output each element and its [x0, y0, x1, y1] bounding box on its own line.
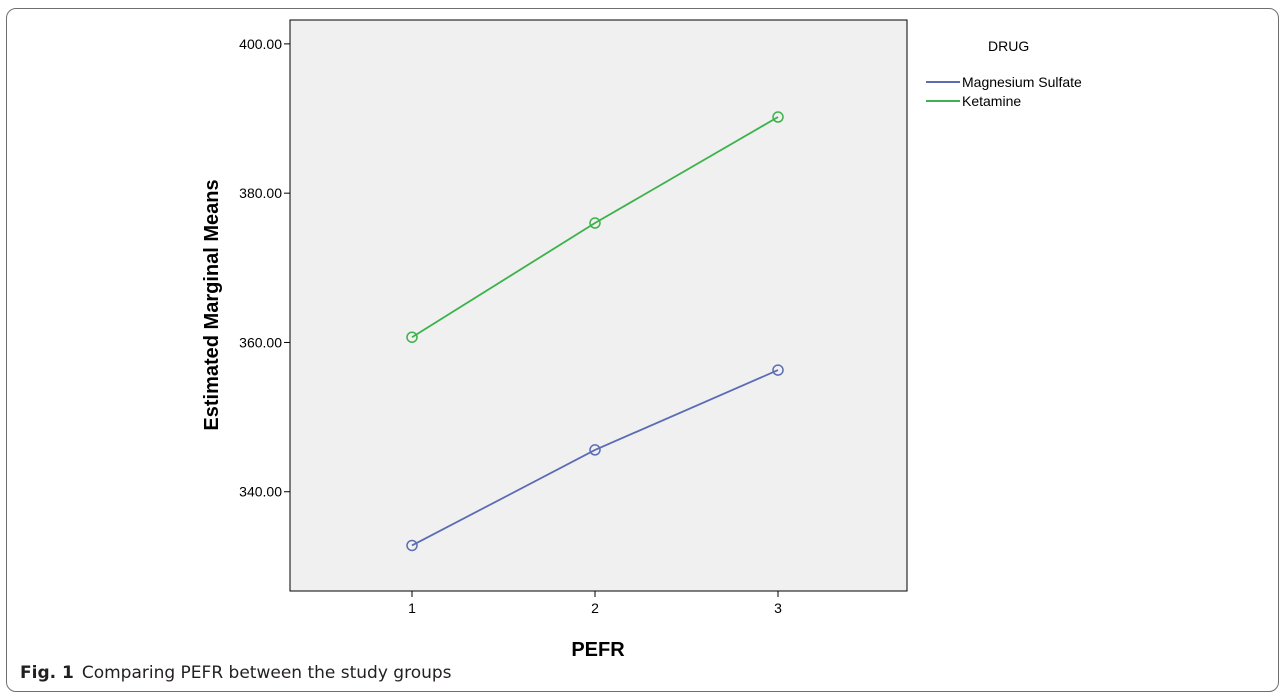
y-tick-label: 400.00 — [239, 36, 282, 52]
x-axis-label: PEFR — [571, 639, 625, 661]
data-point — [772, 111, 784, 123]
data-point — [772, 364, 784, 376]
y-tick-label: 380.00 — [239, 185, 282, 201]
figure-frame — [6, 8, 1279, 692]
x-axis: 1 2 3 — [408, 591, 782, 616]
legend-title: DRUG — [988, 38, 1029, 54]
series-line — [411, 116, 779, 338]
x-tick-label: 3 — [774, 600, 782, 616]
legend-label: Magnesium Sulfate — [962, 74, 1082, 90]
figure-label: Fig. 1 — [20, 663, 74, 683]
x-tick-label: 1 — [408, 600, 416, 616]
series-magnesium-sulfate — [406, 364, 784, 552]
data-point — [589, 444, 601, 456]
figure-caption-text: Comparing PEFR between the study groups — [81, 663, 452, 683]
series-line — [411, 369, 779, 547]
plot-area — [289, 19, 908, 592]
y-tick-label: 340.00 — [239, 484, 282, 500]
series-ketamine — [406, 111, 784, 343]
legend: DRUG Magnesium Sulfate Ketamine — [926, 38, 1082, 109]
series-layer — [406, 111, 784, 552]
data-point — [406, 539, 418, 552]
y-axis: 340.00 360.00 380.00 400.00 — [239, 36, 290, 500]
y-tick-label: 360.00 — [239, 334, 282, 350]
legend-items: Magnesium Sulfate Ketamine — [926, 74, 1082, 109]
data-point — [406, 331, 418, 343]
legend-label: Ketamine — [962, 93, 1021, 109]
figure-caption: Fig. 1 Comparing PEFR between the study g… — [20, 663, 452, 683]
y-axis-label: Estimated Marginal Means — [201, 179, 223, 430]
x-tick-label: 2 — [591, 600, 599, 616]
data-point — [589, 217, 601, 229]
